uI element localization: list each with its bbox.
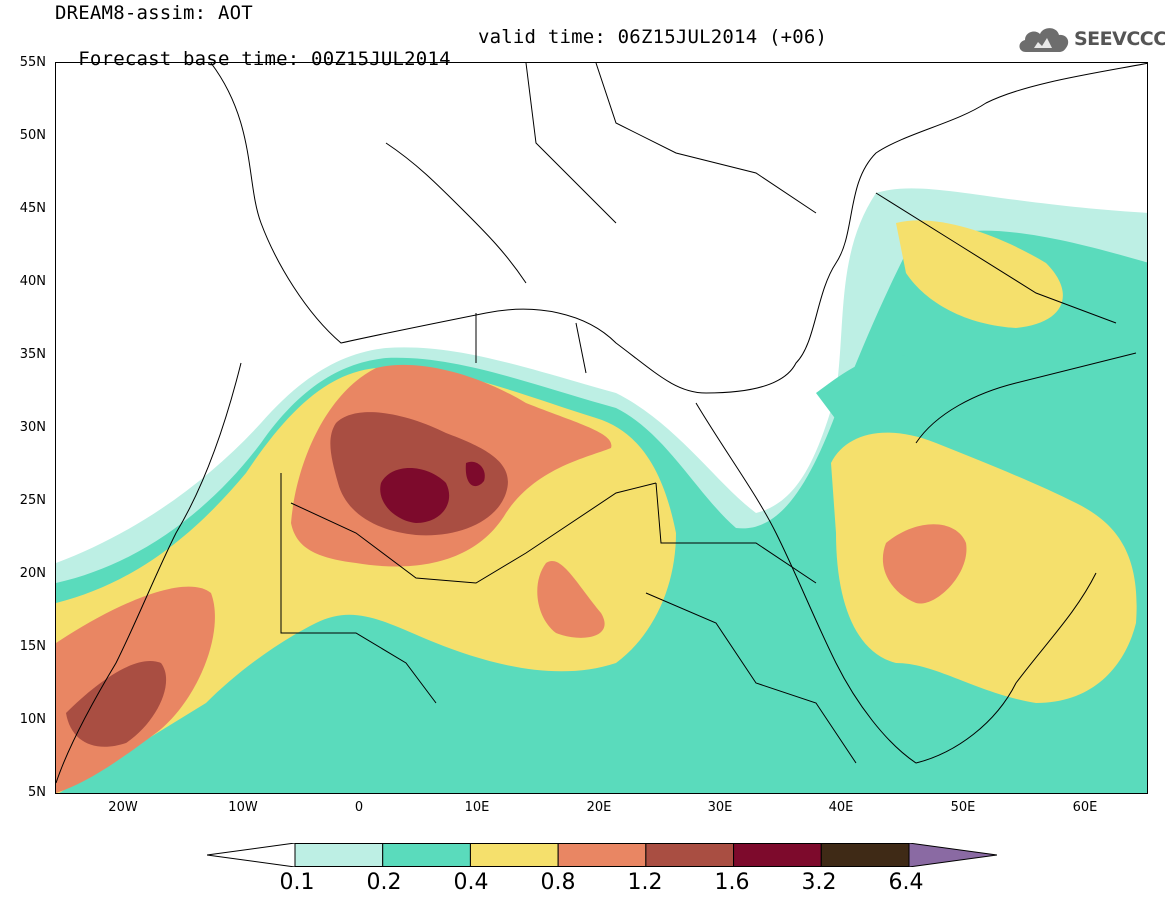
colorbar-under-arrow <box>207 843 296 867</box>
model-title: DREAM8-assim: AOT <box>55 2 253 24</box>
lat-label: 55N <box>19 55 46 70</box>
map-plot <box>55 62 1148 794</box>
lat-label: 10N <box>19 712 46 727</box>
colorbar-swatch <box>645 843 735 867</box>
valid-time: valid time: 06Z15JUL2014 (+06) <box>478 26 828 48</box>
lon-label: 30E <box>707 800 733 815</box>
colorbar-swatch <box>294 843 384 867</box>
aot-colorbar <box>207 843 997 867</box>
forecast-time-line: Forecast base time: 00Z15JUL2014 valid t… <box>55 26 827 92</box>
lat-label: 45N <box>19 201 46 216</box>
lat-label: 20N <box>19 566 46 581</box>
lon-label: 50E <box>950 800 976 815</box>
cloud-logo-icon <box>1019 28 1069 52</box>
coastlines <box>56 63 1147 784</box>
colorbar-swatch <box>469 843 559 867</box>
lat-label: 35N <box>19 347 46 362</box>
lon-label: 60E <box>1072 800 1098 815</box>
colorbar-label: 0.1 <box>279 870 315 895</box>
aot-field-map <box>56 63 1147 793</box>
colorbar-label: 0.4 <box>453 870 489 895</box>
seevccc-logo: SEEVCCC <box>1016 22 1165 58</box>
colorbar-swatch <box>733 843 822 867</box>
lon-label: 40E <box>828 800 854 815</box>
colorbar-swatch <box>820 843 910 867</box>
lat-label: 50N <box>19 128 46 143</box>
colorbar-label: 3.2 <box>801 870 837 895</box>
colorbar-swatch <box>557 843 647 867</box>
lon-label: 20W <box>108 800 138 815</box>
lat-label: 15N <box>19 639 46 654</box>
lon-label: 20E <box>586 800 612 815</box>
colorbar-over-arrow <box>908 843 997 867</box>
colorbar-label: 1.6 <box>714 870 750 895</box>
forecast-base-time: Forecast base time: 00Z15JUL2014 <box>78 48 451 70</box>
logo-text: SEEVCCC <box>1074 28 1165 50</box>
lat-label: 25N <box>19 493 46 508</box>
colorbar-swatch <box>382 843 471 867</box>
lat-label: 5N <box>28 785 46 800</box>
colorbar-label: 1.2 <box>627 870 663 895</box>
colorbar-label: 0.8 <box>540 870 576 895</box>
colorbar-label: 0.2 <box>366 870 402 895</box>
lat-label: 30N <box>19 420 46 435</box>
lon-label: 0 <box>354 800 364 815</box>
lat-label: 40N <box>19 274 46 289</box>
lon-label: 10E <box>464 800 490 815</box>
colorbar-label: 6.4 <box>888 870 924 895</box>
lon-label: 10W <box>228 800 258 815</box>
aot-level-1-6 <box>380 461 485 523</box>
